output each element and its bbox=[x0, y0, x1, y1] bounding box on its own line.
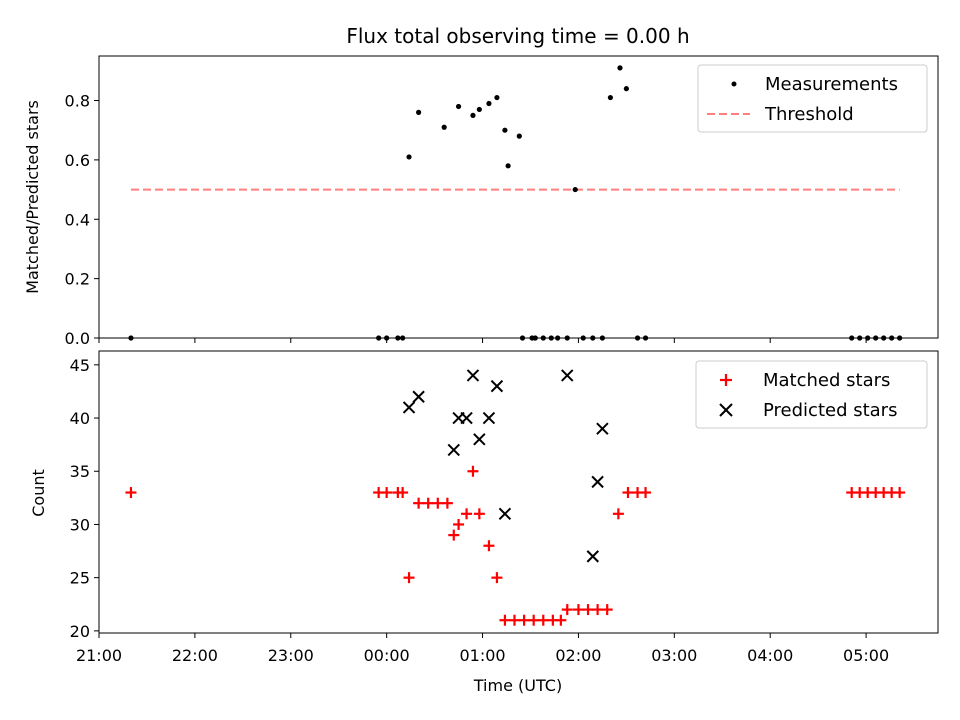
bottom-x-tick-label: 21:00 bbox=[76, 646, 122, 665]
top-y-tick-label: 0.6 bbox=[65, 151, 90, 170]
matched-star-point bbox=[499, 614, 511, 626]
matched-star-point bbox=[491, 572, 503, 584]
matched-star-point bbox=[441, 497, 453, 509]
legend-threshold-label: Threshold bbox=[764, 104, 854, 125]
bottom-x-tick-label: 05:00 bbox=[843, 646, 889, 665]
predicted-star-point bbox=[460, 411, 473, 425]
measurement-point bbox=[505, 163, 511, 169]
legend-measurements-marker bbox=[731, 81, 737, 87]
measurement-point bbox=[617, 65, 623, 71]
matched-star-point bbox=[555, 614, 567, 626]
matched-star-point bbox=[509, 614, 521, 626]
matched-star-point bbox=[422, 497, 434, 509]
matched-star-point bbox=[561, 604, 573, 616]
matched-star-point bbox=[537, 614, 549, 626]
predicted-star-point bbox=[596, 422, 609, 435]
bottom-x-tick-label: 22:00 bbox=[172, 646, 218, 665]
bottom-x-tick-label: 04:00 bbox=[747, 646, 793, 665]
top-legend: Measurements Threshold bbox=[697, 64, 928, 133]
top-y-tick-label: 0.8 bbox=[65, 92, 90, 111]
measurement-point bbox=[476, 106, 482, 113]
bottom-x-tick-label: 23:00 bbox=[268, 646, 314, 665]
matched-star-point bbox=[397, 487, 409, 499]
matched-star-point bbox=[582, 604, 594, 616]
top-legend-box bbox=[697, 64, 928, 133]
legend-matched-marker bbox=[720, 374, 732, 386]
matched-star-point bbox=[467, 465, 479, 477]
bottom-y-tick-label: 30 bbox=[70, 515, 90, 534]
legend-predicted-label: Predicted stars bbox=[763, 400, 897, 421]
predicted-star-point bbox=[586, 550, 600, 563]
legend-measurements-label: Measurements bbox=[765, 74, 898, 95]
matched-star-point bbox=[473, 508, 485, 520]
measurement-point bbox=[416, 109, 422, 115]
matched-star-point bbox=[381, 487, 393, 499]
top-y-axis-label: Matched/Predicted stars bbox=[23, 100, 42, 294]
top-y-tick-label: 0.2 bbox=[65, 270, 90, 289]
matched-star-point bbox=[403, 572, 415, 584]
bottom-y-axis-label: Count bbox=[29, 469, 48, 517]
bottom-x-tick-label: 01:00 bbox=[459, 646, 505, 665]
matched-star-point bbox=[448, 529, 460, 541]
matched-star-point bbox=[622, 487, 634, 499]
bottom-y-tick-label: 35 bbox=[70, 462, 90, 481]
matched-star-point bbox=[453, 518, 465, 530]
legend-matched-label: Matched stars bbox=[763, 370, 890, 391]
top-y-tick-label: 0.0 bbox=[65, 329, 90, 348]
measurement-point bbox=[607, 94, 613, 101]
top-chart: 0.00.20.40.60.8 Matched/Predicted stars … bbox=[23, 55, 939, 348]
bottom-x-tick-label: 03:00 bbox=[651, 646, 697, 665]
bottom-y-tick-label: 25 bbox=[70, 569, 90, 588]
predicted-star-point bbox=[498, 507, 512, 521]
matched-star-point bbox=[601, 604, 613, 616]
matched-star-point bbox=[592, 604, 604, 616]
predicted-star-point bbox=[466, 369, 480, 382]
measurement-point bbox=[486, 100, 492, 107]
bottom-y-tick-label: 40 bbox=[70, 409, 90, 428]
matched-star-point bbox=[461, 508, 473, 520]
bottom-y-tick-label: 20 bbox=[70, 622, 90, 641]
matched-star-point bbox=[612, 508, 624, 520]
top-plot-frame bbox=[98, 55, 939, 339]
measurement-point bbox=[516, 133, 522, 139]
bottom-y-tick-label: 45 bbox=[70, 356, 90, 375]
top-chart-title: Flux total observing time = 0.00 h bbox=[346, 24, 689, 48]
bottom-x-tick-label: 02:00 bbox=[555, 646, 601, 665]
measurement-point bbox=[441, 124, 447, 130]
measurement-point bbox=[623, 86, 629, 92]
predicted-star-point bbox=[473, 433, 486, 446]
matched-star-point bbox=[483, 540, 495, 552]
measurement-point bbox=[494, 94, 500, 101]
bottom-x-tick-label: 00:00 bbox=[364, 646, 410, 665]
bottom-legend-box bbox=[695, 360, 928, 429]
measurement-point bbox=[502, 127, 508, 133]
bottom-plot-frame bbox=[98, 350, 939, 634]
predicted-star-point bbox=[490, 379, 504, 393]
measurement-point bbox=[455, 103, 462, 110]
matched-star-point bbox=[640, 487, 652, 499]
matched-star-point bbox=[413, 497, 425, 509]
matched-star-point bbox=[432, 497, 444, 509]
bottom-chart: 20 25 30 35 40 45 21:00 22:00 23:00 00:00 01:00 02:… bbox=[29, 350, 939, 695]
predicted-star-point bbox=[482, 411, 496, 425]
bottom-x-axis-label: Time (UTC) bbox=[473, 676, 562, 695]
matched-star-point bbox=[572, 604, 584, 616]
predicted-star-point bbox=[561, 369, 574, 382]
measurement-point bbox=[406, 154, 412, 160]
legend-predicted-marker bbox=[719, 403, 733, 417]
top-y-tick-label: 0.4 bbox=[65, 210, 90, 229]
measurement-point bbox=[470, 112, 476, 118]
bottom-legend: Matched stars Predicted stars bbox=[695, 360, 928, 429]
matched-star-point bbox=[125, 487, 137, 499]
matched-star-point bbox=[894, 487, 906, 499]
matched-star-point bbox=[528, 614, 540, 626]
predicted-star-point bbox=[447, 443, 460, 457]
matched-star-point bbox=[518, 614, 530, 626]
predicted-star-point bbox=[591, 475, 604, 489]
predicted-star-point bbox=[412, 390, 425, 403]
predicted-star-point bbox=[402, 401, 416, 414]
measurement-point bbox=[572, 186, 578, 193]
